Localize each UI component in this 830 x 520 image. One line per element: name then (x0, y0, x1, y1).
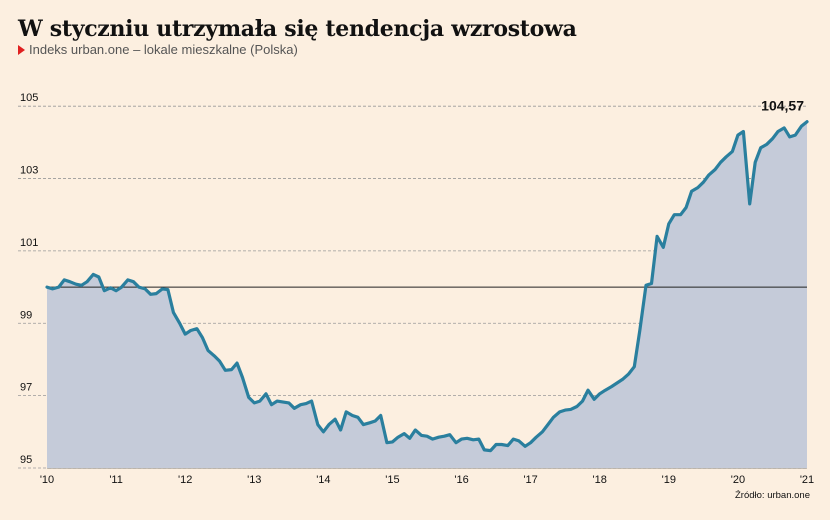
subtitle-text: Indeks urban.one – lokale mieszkalne (Po… (29, 42, 298, 57)
y-tick-label-99: 99 (20, 309, 32, 321)
x-tick-label-2015: '15 (385, 474, 399, 486)
y-tick-label-105: 105 (20, 92, 38, 104)
series-area (47, 121, 807, 468)
y-tick-label-97: 97 (20, 382, 32, 394)
x-tick-labels: '10 '11 '12 '13 '14 '15 '16 '17 '18 '19 '20 '21 (40, 474, 814, 486)
x-tick-label-2013: '13 (247, 474, 261, 486)
value-annotation: 104,57 (761, 98, 804, 114)
x-tick-label-2019: '19 (662, 474, 676, 486)
source-note: Źródło: urban.one (735, 490, 810, 501)
y-tick-labels: 95 97 99 101 103 105 (20, 92, 38, 466)
x-tick-label-2017: '17 (523, 474, 537, 486)
x-tick-label-2020: '20 (731, 474, 745, 486)
x-tick-label-2021: '21 (800, 474, 814, 486)
area-layer (47, 121, 807, 468)
x-tick-label-2016: '16 (454, 474, 468, 486)
annotation-layer: 104,57 (761, 98, 804, 114)
triangle-marker-icon (18, 45, 25, 55)
chart-subtitle: Indeks urban.one – lokale mieszkalne (Po… (18, 42, 298, 57)
y-tick-label-95: 95 (20, 454, 32, 466)
series-line (45, 120, 809, 453)
line-layer (45, 120, 809, 453)
x-tick-label-2018: '18 (593, 474, 607, 486)
y-tick-label-101: 101 (20, 237, 38, 249)
x-tick-label-2011: '11 (109, 474, 123, 486)
y-tick-label-103: 103 (20, 165, 38, 177)
chart-title: W styczniu utrzymała się tendencja wzros… (18, 16, 577, 42)
x-tick-label-2010: '10 (40, 474, 54, 486)
x-tick-label-2014: '14 (316, 474, 330, 486)
x-tick-label-2012: '12 (178, 474, 192, 486)
